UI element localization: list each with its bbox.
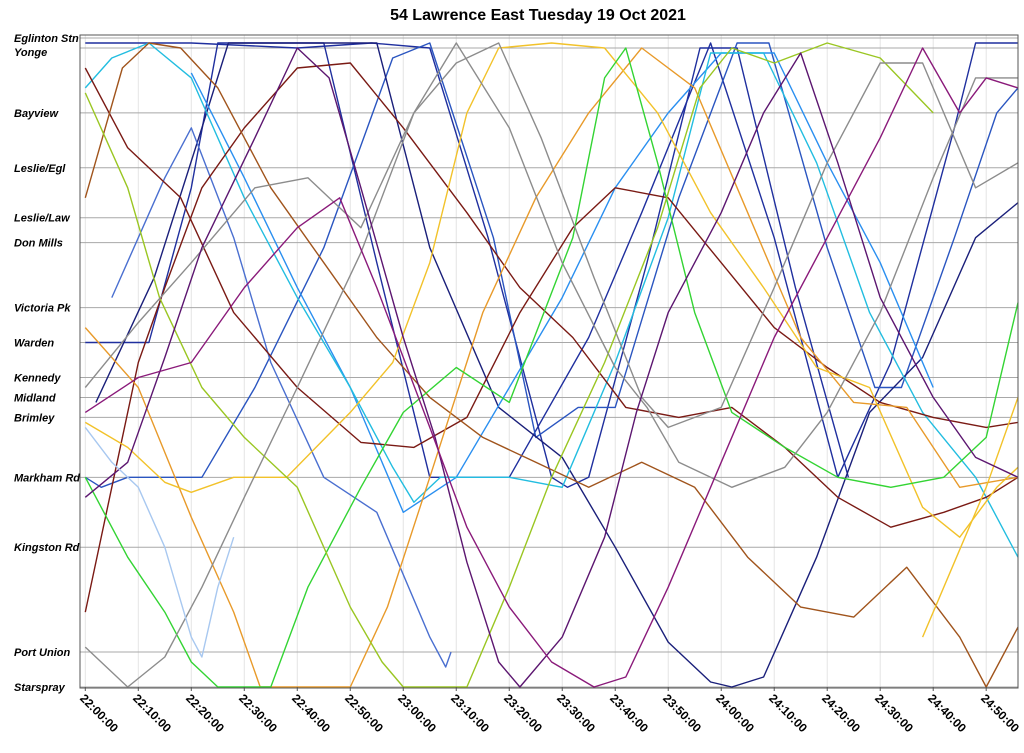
time-tick-label: 23:20:00 [501,691,545,735]
stop-label: Leslie/Law [14,213,71,225]
stop-label: Brimley [14,412,55,424]
vehicle-trip-line [84,62,1019,613]
stop-label: Yonge [14,47,47,59]
vehicle-trip-line [84,42,1018,688]
stop-label: Midland [14,392,56,404]
vehicle-trip-line [84,42,1019,429]
stop-label: Don Mills [14,238,63,250]
time-tick-label: 24:50:00 [978,691,1022,735]
time-tick-label: 24:10:00 [766,691,810,735]
time-tick-label: 23:10:00 [448,691,492,735]
stop-label: Markham Rd [14,472,80,484]
vehicle-trip-line [84,67,1019,449]
time-tick-label: 22:00:00 [77,691,121,735]
vehicle-trip-line [84,42,1019,688]
time-tick-label: 23:40:00 [607,691,651,735]
time-tick-label: 24:40:00 [925,691,969,735]
vehicle-trip-line [84,42,1019,538]
vehicle-trip-line [84,42,1019,558]
vehicle-trip-line [111,127,452,668]
stop-labels: Eglinton Stn Yonge Bayview Leslie/Egl Leslie… [14,33,80,694]
stop-gridlines [80,37,1018,688]
vehicle-trip-line [84,47,1019,688]
vehicle-trip-line [85,42,850,488]
vertical-gridlines [84,35,987,687]
time-tick-label: 23:00:00 [395,691,439,735]
vehicle-trip-line [84,42,1019,488]
chart-title: 54 Lawrence East Tuesday 19 Oct 2021 [390,7,686,24]
stop-label: Victoria Pk [14,303,71,315]
time-tick-label: 24:30:00 [872,691,916,735]
vehicle-trip-line [85,42,1018,478]
time-axis-ticks: 22:00:00 22:10:00 22:20:00 22:30:00 22:40:00… [77,687,1022,735]
stop-label: Leslie/Egl [14,163,66,175]
vehicle-trip-line [84,47,1019,688]
vehicle-trips [84,42,1019,688]
time-tick-label: 24:00:00 [713,691,757,735]
vehicle-trip-line [84,47,1019,688]
stop-label: Starspray [14,682,66,694]
time-tick-label: 22:30:00 [236,691,280,735]
vehicle-trip-line [84,426,235,658]
stop-label: Kennedy [14,372,61,384]
stop-label: Kingston Rd [14,542,80,554]
stop-label: Port Union [14,647,70,659]
stop-label: Eglinton Stn [14,33,79,45]
time-tick-label: 23:30:00 [554,691,598,735]
vehicle-trip-line [84,42,934,688]
time-tick-label: 23:50:00 [660,691,704,735]
vehicle-trip-line [95,42,1019,688]
vehicle-trip-line [84,47,1019,688]
time-tick-label: 22:50:00 [342,691,386,735]
stop-label: Bayview [14,108,59,120]
time-tick-label: 22:10:00 [130,691,174,735]
time-tick-label: 22:20:00 [183,691,227,735]
time-tick-label: 22:40:00 [289,691,333,735]
plot-frame [79,34,1019,689]
vehicle-trip-line [190,52,934,513]
time-tick-label: 24:20:00 [819,691,863,735]
stop-label: Warden [14,338,54,350]
vehicle-trip-line [921,397,1019,638]
